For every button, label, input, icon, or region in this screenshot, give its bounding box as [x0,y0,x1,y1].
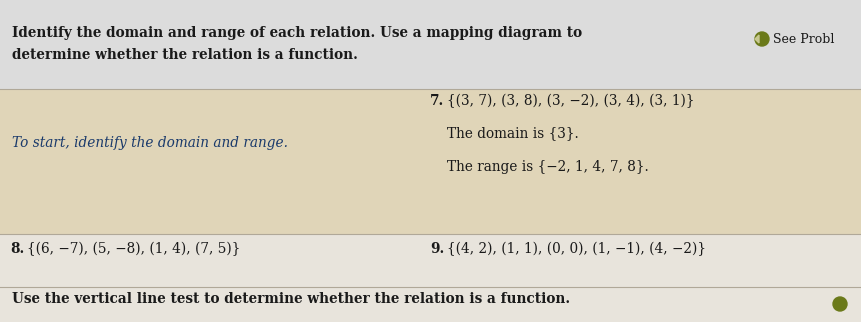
Text: {(3, 7), (3, 8), (3, −2), (3, 4), (3, 1)}: {(3, 7), (3, 8), (3, −2), (3, 4), (3, 1)… [447,94,695,108]
Text: The domain is {3}.: The domain is {3}. [447,126,579,140]
Text: To start, identify the domain and range.: To start, identify the domain and range. [12,136,288,150]
Polygon shape [755,35,759,43]
FancyBboxPatch shape [0,89,861,234]
Text: Use the vertical line test to determine whether the relation is a function.: Use the vertical line test to determine … [12,292,570,306]
Text: See Probl: See Probl [773,33,834,45]
Text: The range is {−2, 1, 4, 7, 8}.: The range is {−2, 1, 4, 7, 8}. [447,160,648,174]
Text: determine whether the relation is a function.: determine whether the relation is a func… [12,48,358,62]
Text: 7.: 7. [430,94,444,108]
Text: Identify the domain and range of each relation. Use a mapping diagram to: Identify the domain and range of each re… [12,26,582,40]
Text: {(4, 2), (1, 1), (0, 0), (1, −1), (4, −2)}: {(4, 2), (1, 1), (0, 0), (1, −1), (4, −2… [447,242,706,256]
Circle shape [755,32,769,46]
Text: {(6, −7), (5, −8), (1, 4), (7, 5)}: {(6, −7), (5, −8), (1, 4), (7, 5)} [27,242,240,256]
Circle shape [833,297,847,311]
Text: 9.: 9. [430,242,444,256]
FancyBboxPatch shape [0,234,861,287]
FancyBboxPatch shape [0,0,861,89]
Text: 8.: 8. [10,242,24,256]
FancyBboxPatch shape [0,287,861,322]
